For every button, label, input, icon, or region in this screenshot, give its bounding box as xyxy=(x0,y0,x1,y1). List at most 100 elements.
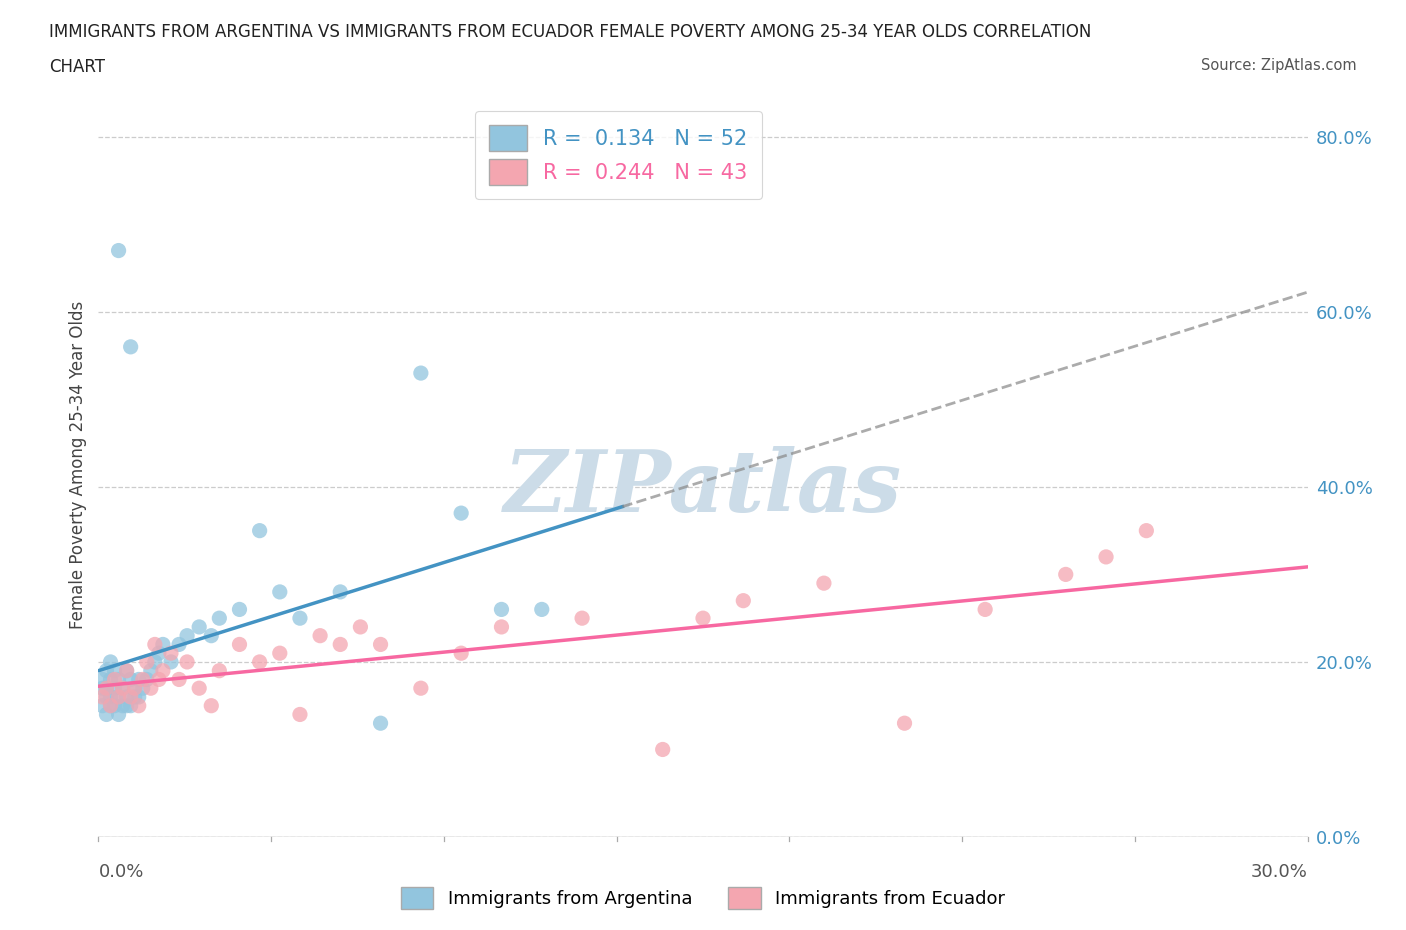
Legend: Immigrants from Argentina, Immigrants from Ecuador: Immigrants from Argentina, Immigrants fr… xyxy=(394,880,1012,916)
Point xyxy=(530,602,553,617)
Point xyxy=(409,681,432,696)
Point xyxy=(107,689,129,704)
Point xyxy=(115,698,138,713)
Point xyxy=(491,602,513,617)
Point xyxy=(208,611,231,626)
Point xyxy=(143,655,166,670)
Point xyxy=(139,663,162,678)
Point xyxy=(115,663,138,678)
Point xyxy=(120,339,142,354)
Point xyxy=(100,655,122,670)
Point xyxy=(370,716,392,731)
Point xyxy=(135,655,157,670)
Point xyxy=(124,681,146,696)
Point xyxy=(188,619,211,634)
Point xyxy=(450,506,472,521)
Text: 30.0%: 30.0% xyxy=(1251,863,1308,882)
Point xyxy=(974,602,997,617)
Point xyxy=(120,698,142,713)
Point xyxy=(103,672,125,687)
Text: IMMIGRANTS FROM ARGENTINA VS IMMIGRANTS FROM ECUADOR FEMALE POVERTY AMONG 25-34 : IMMIGRANTS FROM ARGENTINA VS IMMIGRANTS … xyxy=(49,23,1091,41)
Point xyxy=(91,689,114,704)
Point xyxy=(132,672,155,687)
Point xyxy=(813,576,835,591)
Legend: R =  0.134   N = 52, R =  0.244   N = 43: R = 0.134 N = 52, R = 0.244 N = 43 xyxy=(475,111,762,199)
Point xyxy=(124,681,146,696)
Point xyxy=(100,672,122,687)
Text: ZIPatlas: ZIPatlas xyxy=(503,445,903,529)
Point xyxy=(148,645,170,660)
Point xyxy=(450,645,472,660)
Point xyxy=(200,698,222,713)
Point xyxy=(409,365,432,380)
Point xyxy=(249,524,271,538)
Point xyxy=(329,584,352,599)
Point xyxy=(115,689,138,704)
Point xyxy=(128,698,150,713)
Point xyxy=(111,698,134,713)
Point xyxy=(91,681,114,696)
Point xyxy=(128,689,150,704)
Point xyxy=(103,663,125,678)
Point xyxy=(160,655,183,670)
Point xyxy=(167,637,190,652)
Point xyxy=(152,637,174,652)
Point xyxy=(143,637,166,652)
Point xyxy=(370,637,392,652)
Point xyxy=(288,611,311,626)
Point xyxy=(96,681,118,696)
Point xyxy=(571,611,593,626)
Point xyxy=(1095,550,1118,565)
Point xyxy=(96,663,118,678)
Point xyxy=(329,637,352,652)
Point xyxy=(111,681,134,696)
Point xyxy=(1135,524,1157,538)
Point xyxy=(91,672,114,687)
Y-axis label: Female Poverty Among 25-34 Year Olds: Female Poverty Among 25-34 Year Olds xyxy=(69,301,87,629)
Point xyxy=(139,681,162,696)
Point xyxy=(893,716,915,731)
Point xyxy=(152,663,174,678)
Point xyxy=(107,672,129,687)
Point xyxy=(167,672,190,687)
Point xyxy=(96,689,118,704)
Text: Source: ZipAtlas.com: Source: ZipAtlas.com xyxy=(1201,58,1357,73)
Text: CHART: CHART xyxy=(49,58,105,75)
Point xyxy=(132,681,155,696)
Point xyxy=(100,698,122,713)
Text: 0.0%: 0.0% xyxy=(98,863,143,882)
Point xyxy=(309,629,332,644)
Point xyxy=(1054,567,1077,582)
Point xyxy=(107,707,129,722)
Point xyxy=(491,619,513,634)
Point xyxy=(135,672,157,687)
Point xyxy=(176,655,198,670)
Point xyxy=(115,663,138,678)
Point xyxy=(96,681,118,696)
Point xyxy=(107,689,129,704)
Point xyxy=(692,611,714,626)
Point xyxy=(124,689,146,704)
Point xyxy=(200,629,222,644)
Point xyxy=(188,681,211,696)
Point xyxy=(103,698,125,713)
Point xyxy=(128,672,150,687)
Point xyxy=(176,629,198,644)
Point xyxy=(160,645,183,660)
Point xyxy=(269,584,291,599)
Point xyxy=(120,689,142,704)
Point xyxy=(100,698,122,713)
Point xyxy=(228,637,250,652)
Point xyxy=(249,655,271,670)
Point xyxy=(107,243,129,258)
Point xyxy=(208,663,231,678)
Point xyxy=(269,645,291,660)
Point xyxy=(148,672,170,687)
Point xyxy=(288,707,311,722)
Point xyxy=(91,698,114,713)
Point xyxy=(120,672,142,687)
Point xyxy=(651,742,673,757)
Point xyxy=(733,593,755,608)
Point xyxy=(349,619,371,634)
Point xyxy=(111,681,134,696)
